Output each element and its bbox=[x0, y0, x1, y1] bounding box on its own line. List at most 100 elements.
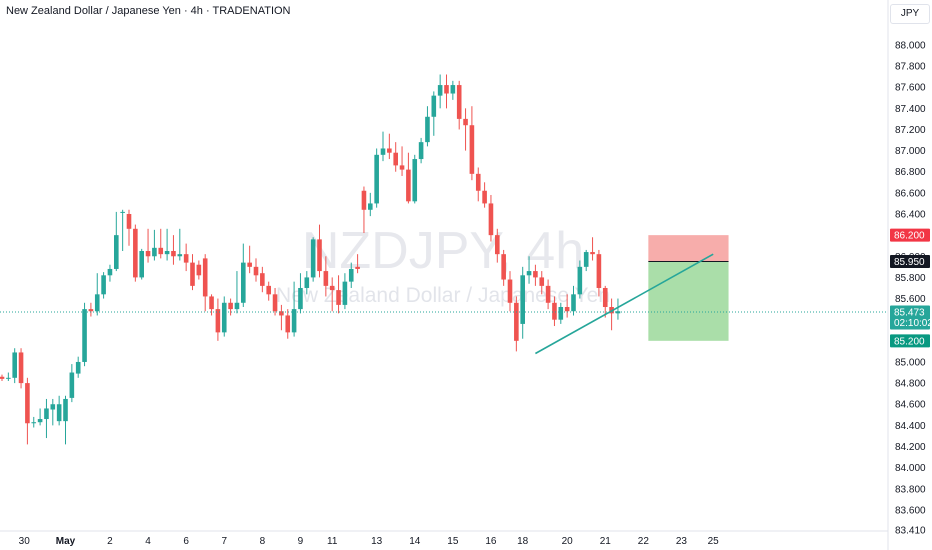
candle-body bbox=[94, 294, 100, 312]
candle bbox=[69, 364, 75, 403]
candle bbox=[545, 279, 551, 310]
candle-body bbox=[266, 285, 271, 295]
candle-body bbox=[444, 85, 449, 94]
candle-body bbox=[374, 154, 379, 204]
candle-body bbox=[114, 235, 119, 269]
candle bbox=[456, 80, 462, 130]
candle-body bbox=[298, 287, 303, 310]
candle bbox=[177, 228, 183, 261]
y-tick-label: 84.000 bbox=[895, 463, 926, 474]
candle-body bbox=[228, 302, 233, 310]
x-tick-label: 30 bbox=[19, 536, 31, 547]
candle-body bbox=[291, 309, 297, 333]
candle bbox=[12, 348, 17, 384]
x-tick-label: 21 bbox=[600, 536, 612, 547]
candle bbox=[6, 372, 11, 381]
y-tick-label: 84.800 bbox=[895, 379, 926, 390]
candle-body bbox=[202, 258, 208, 297]
candle bbox=[190, 254, 195, 291]
x-tick-label: 6 bbox=[183, 536, 189, 547]
candle-body bbox=[571, 294, 576, 312]
candle-body bbox=[25, 383, 30, 424]
candle-body bbox=[387, 148, 392, 153]
y-tick-label: 87.800 bbox=[895, 62, 926, 73]
y-tick-label: 88.000 bbox=[895, 40, 926, 51]
candle bbox=[348, 262, 354, 288]
candle-body bbox=[552, 302, 557, 320]
candle-body bbox=[69, 372, 75, 398]
candle bbox=[152, 229, 157, 261]
y-axis-ticks[interactable]: 88.000 87.800 87.600 87.400 87.200 87.000 86.8… bbox=[895, 40, 926, 536]
candle bbox=[501, 249, 506, 286]
x-tick-label: 9 bbox=[298, 536, 304, 547]
candle bbox=[31, 416, 37, 428]
x-tick-label: 18 bbox=[517, 536, 529, 547]
candle bbox=[234, 271, 240, 314]
position-zones bbox=[648, 235, 729, 341]
candle-body bbox=[56, 404, 62, 422]
candle-body bbox=[323, 271, 329, 286]
candle-body bbox=[285, 315, 291, 333]
candle-body bbox=[418, 142, 424, 160]
candle bbox=[393, 142, 398, 172]
y-tick-label: 85.600 bbox=[895, 294, 926, 305]
candle bbox=[317, 224, 322, 278]
candle-body bbox=[368, 203, 373, 210]
candle bbox=[101, 272, 106, 299]
candle bbox=[329, 277, 335, 312]
candle bbox=[583, 249, 589, 272]
candle-body bbox=[18, 352, 24, 384]
candle-body bbox=[355, 266, 360, 269]
candle bbox=[387, 133, 392, 160]
candle bbox=[368, 192, 373, 217]
candles bbox=[0, 74, 621, 445]
candle-body bbox=[507, 279, 513, 303]
candle bbox=[520, 266, 525, 339]
candle bbox=[18, 348, 24, 389]
candle-body bbox=[488, 203, 494, 236]
y-tick-label: 87.400 bbox=[895, 104, 926, 115]
candle bbox=[463, 108, 468, 151]
candle-body bbox=[558, 307, 564, 320]
candle-body bbox=[133, 228, 138, 278]
candle bbox=[482, 182, 487, 208]
candle-body bbox=[12, 352, 17, 378]
candle-body bbox=[615, 311, 621, 314]
current-price-badge: 85.473 bbox=[894, 307, 925, 318]
candle-body bbox=[152, 247, 157, 257]
candle-body bbox=[456, 85, 462, 119]
candle-body bbox=[450, 85, 456, 94]
candle-body bbox=[0, 376, 5, 379]
candle-body bbox=[75, 361, 81, 374]
candle bbox=[469, 106, 475, 181]
candle-body bbox=[37, 419, 43, 423]
candle bbox=[37, 408, 43, 426]
stop-loss-zone bbox=[648, 235, 729, 262]
candle-body bbox=[279, 311, 284, 316]
x-axis-ticks[interactable]: 2930May2467891113141516182021222325 bbox=[0, 536, 720, 547]
currency-button[interactable]: JPY bbox=[890, 4, 930, 24]
candle-body bbox=[475, 173, 481, 191]
y-tick-label: 86.600 bbox=[895, 188, 926, 199]
candle bbox=[145, 228, 151, 263]
candle bbox=[431, 91, 437, 136]
candle bbox=[552, 296, 557, 327]
candle-body bbox=[171, 250, 176, 257]
candle-body bbox=[241, 262, 246, 303]
candle-body bbox=[190, 262, 195, 286]
candle bbox=[609, 298, 614, 331]
candle bbox=[272, 287, 278, 316]
candle-body bbox=[145, 250, 151, 257]
candle bbox=[88, 302, 94, 317]
x-tick-label: 23 bbox=[676, 536, 688, 547]
candle bbox=[126, 209, 132, 246]
candle-body bbox=[215, 309, 221, 333]
candle-body bbox=[545, 285, 551, 303]
candle bbox=[215, 298, 221, 341]
watermark-symbol: NZDJPY, 4h bbox=[302, 222, 584, 280]
candle bbox=[450, 80, 456, 100]
candle-body bbox=[602, 287, 608, 308]
x-tick-label: 13 bbox=[371, 536, 383, 547]
